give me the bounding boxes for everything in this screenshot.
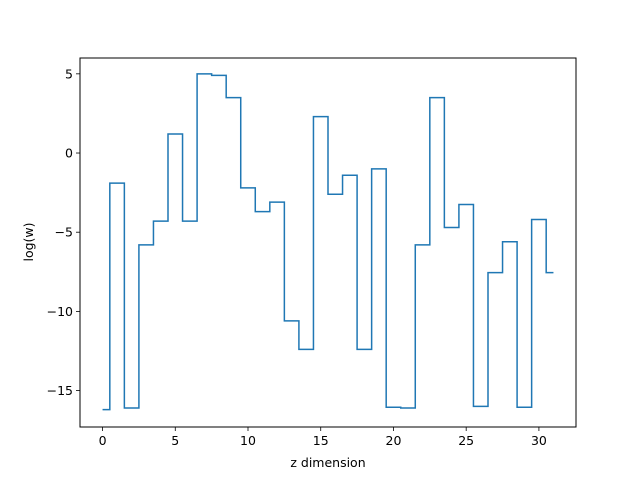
x-axis-label: z dimension [290,455,365,470]
axes-frame [79,57,577,428]
y-tick-label: −10 [47,304,73,319]
x-tick-label: 25 [458,433,474,448]
x-tick-label: 30 [531,433,547,448]
x-tick-label: 15 [313,433,329,448]
x-tick-label: 20 [386,433,402,448]
x-axis-ticks: 0 5 10 15 20 25 30 [99,427,547,448]
series-line [102,73,554,411]
y-tick-label: −5 [55,225,73,240]
y-tick-label: −15 [47,383,73,398]
y-tick-label: 5 [65,66,73,81]
x-tick-label: 0 [99,433,107,448]
y-axis-label: log(w) [21,222,36,261]
x-tick-label: 5 [171,433,179,448]
y-tick-label: 0 [65,146,73,161]
x-tick-label: 10 [240,433,256,448]
y-axis-ticks: −15 −10 −5 0 5 [47,66,80,398]
plot-area [102,73,554,411]
